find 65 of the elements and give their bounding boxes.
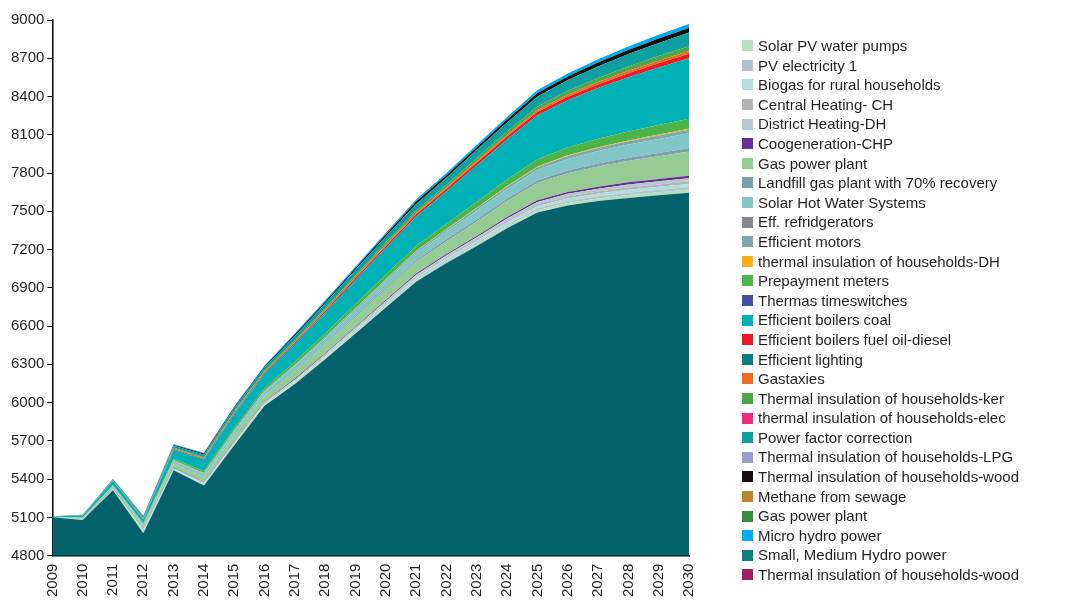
x-tick-label: 2026	[557, 563, 575, 598]
x-tick-label: 2027	[588, 563, 606, 598]
y-tick-label: 9000	[10, 10, 45, 28]
x-tick-label: 2028	[618, 563, 636, 598]
legend-label: PV electricity 1	[758, 55, 858, 76]
legend-label: Thermal insulation of households-wood	[758, 565, 1019, 585]
x-tick-label: 2011	[103, 563, 121, 596]
y-tick-label: 7500	[10, 201, 45, 219]
legend-label: Central Heating- CH	[758, 94, 894, 115]
x-tick-label: 2015	[224, 563, 242, 598]
y-tick-label: 6900	[10, 277, 45, 295]
legend-label: Efficient boilers fuel oil-diesel	[758, 329, 952, 350]
legend-label: Thermas timeswitches	[758, 290, 908, 311]
x-tick-label: 2016	[254, 563, 272, 598]
legend-label: Efficient motors	[758, 231, 862, 252]
x-tick-label: 2013	[163, 563, 181, 598]
y-tick-label: 5700	[10, 430, 45, 448]
legend-label: Efficient boilers coal	[758, 310, 892, 330]
y-tick-label: 5400	[10, 469, 45, 487]
y-tick-label: 4800	[10, 545, 45, 563]
legend-label: Thermal insulation of households-ker	[758, 388, 1004, 409]
legend-label: Thermal insulation of households-LPG	[758, 447, 1014, 468]
x-tick-label: 2025	[527, 563, 545, 598]
legend-label: Biogas for rural households	[758, 75, 941, 95]
legend-label: thermal insulation of households-DH	[758, 251, 1000, 272]
x-tick-label: 2009	[42, 563, 60, 598]
y-tick-label: 7200	[10, 239, 45, 257]
x-tick-label: 2018	[315, 563, 333, 598]
y-tick-label: 6600	[10, 316, 45, 334]
x-tick-label: 2029	[648, 563, 666, 598]
y-tick-label: 6300	[10, 354, 45, 372]
x-tick-label: 2019	[345, 563, 363, 598]
x-tick-label: 2017	[285, 563, 303, 598]
x-tick-label: 2022	[436, 563, 454, 598]
legend-label: Prepayment meters	[758, 271, 889, 291]
legend-label: Eff. refridgerators	[758, 212, 874, 232]
x-tick-label: 2010	[72, 563, 90, 598]
legend-label: Micro hydro power	[758, 525, 882, 546]
x-tick-label: 2020	[375, 563, 393, 598]
legend-label: thermal insulation of households-elec	[758, 408, 1006, 428]
y-tick-label: 5100	[10, 507, 45, 525]
legend-label: Methane from sewage	[758, 486, 907, 507]
legend-label: Thermal insulation of households-wood	[758, 467, 1019, 487]
legend-label: District Heating-DH	[758, 114, 887, 134]
legend-label: Coogeneration-CHP	[758, 133, 894, 154]
x-tick-label: 2021	[406, 563, 424, 598]
y-tick-label: 8100	[10, 124, 45, 142]
legend-label: Efficient lighting	[758, 349, 863, 370]
legend-label: Solar Hot Water Systems	[758, 192, 926, 213]
legend-label: Gas power plant	[758, 153, 868, 174]
legend-label: Small, Medium Hydro power	[758, 545, 947, 566]
legend-label: Power factor correction	[758, 427, 913, 448]
legend-label: Gas power plant	[758, 506, 868, 526]
y-tick-label: 7800	[10, 163, 45, 181]
y-tick-label: 8700	[10, 48, 45, 66]
x-tick-label: 2014	[194, 563, 212, 598]
legend-label: Landfill gas plant with 70% recovery	[758, 173, 998, 193]
x-tick-label: 2024	[497, 563, 515, 598]
x-tick-label: 2030	[679, 563, 697, 598]
legend-label: Solar PV water pumps	[758, 36, 908, 56]
x-tick-label: 2012	[133, 563, 151, 598]
y-tick-label: 8400	[10, 86, 45, 104]
x-tick-label: 2023	[466, 563, 484, 598]
y-tick-label: 6000	[10, 392, 45, 410]
legend-label: Gastaxies	[758, 369, 825, 389]
